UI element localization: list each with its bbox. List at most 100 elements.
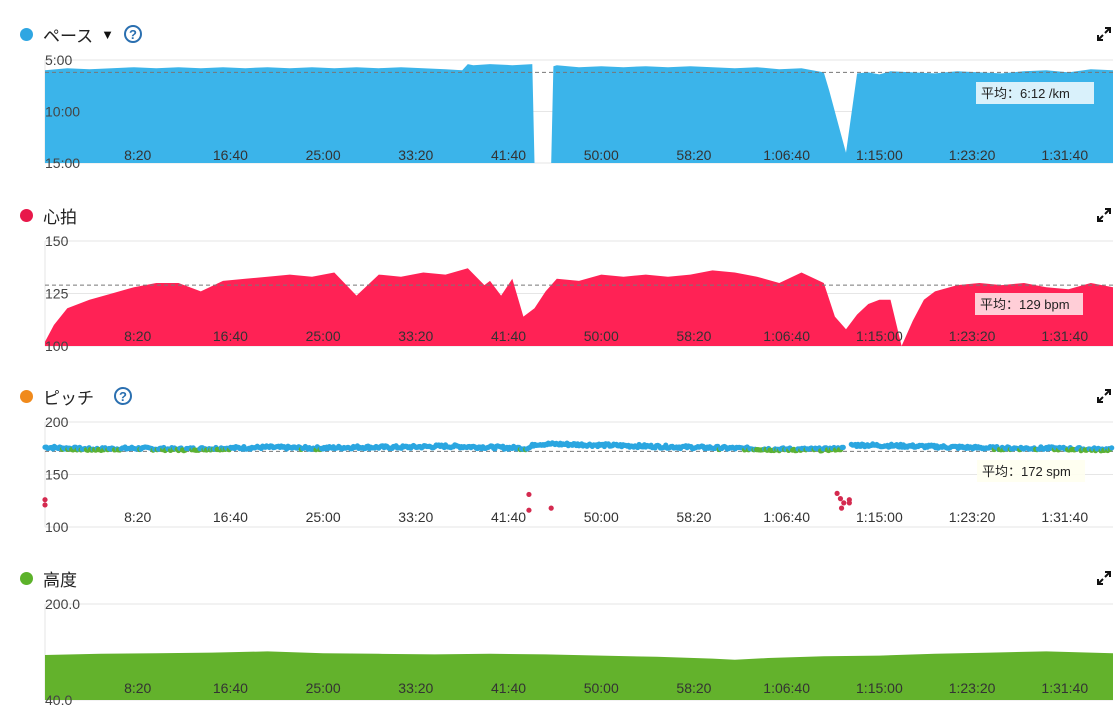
x-tick-label: 41:40 [491,680,526,696]
x-tick-label: 33:20 [398,147,433,163]
y-tick-label: 40.0 [45,692,72,708]
y-tick-label: 200.0 [45,596,80,612]
heart-rate-area [45,268,1113,346]
x-tick-label: 1:31:40 [1041,509,1088,525]
elevation-header: 高度 [20,565,77,591]
x-tick-label: 50:00 [584,328,619,344]
expand-icon[interactable] [1096,207,1112,223]
average-label: 平均：6:12 /km [976,82,1094,104]
heart-rate-title: 心拍 [43,207,77,227]
x-tick-label: 1:31:40 [1041,147,1088,163]
x-tick-label: 8:20 [124,680,151,696]
pace-color-dot [20,27,33,41]
x-tick-label: 1:23:20 [949,147,996,163]
heart-rate-header: 心拍 [20,202,77,228]
average-label-text: 平均：129 bpm [980,297,1070,312]
x-tick-label: 50:00 [584,680,619,696]
x-tick-label: 1:15:00 [856,509,903,525]
x-tick-label: 1:15:00 [856,147,903,163]
y-tick-label: 100 [45,519,69,535]
pace-header: ペース ▼ ? [20,21,143,47]
x-tick-label: 1:06:40 [763,147,810,163]
cadence-outlier-point [526,507,532,513]
x-tick-label: 8:20 [124,147,151,163]
cadence-outlier-point [526,491,532,498]
elevation-area [45,651,1113,700]
caret-down-icon[interactable]: ▼ [101,26,115,42]
y-tick-label: 100 [45,338,69,354]
pace-chart: 平均：6:12 /km 5:00 10:00 15:00 8:20 16:40 25:00 3… [44,52,1113,171]
y-tick-label: 150 [45,233,69,249]
heart-rate-color-dot [20,208,33,222]
x-tick-label: 25:00 [306,328,341,344]
x-tick-label: 1:15:00 [856,680,903,696]
average-label: 平均：129 bpm [975,293,1083,315]
help-icon[interactable]: ? [124,25,143,43]
x-tick-label: 8:20 [124,509,151,525]
cadence-point [1109,445,1115,451]
cadence-chart: 平均：172 spm 200 150 100 8:20 16:40 25:00 33:20 41… [42,414,1115,535]
cadence-header: ピッチ ? [20,383,132,409]
x-tick-label: 33:20 [398,680,433,696]
average-label-box [975,293,1083,315]
expand-icon[interactable] [1096,570,1112,586]
x-tick-label: 16:40 [213,328,248,344]
x-tick-label: 16:40 [213,509,248,525]
pace-area [45,64,1113,163]
x-tick-label: 25:00 [306,509,341,525]
x-tick-label: 58:20 [676,328,711,344]
x-tick-label: 16:40 [213,147,248,163]
x-tick-label: 41:40 [491,509,526,525]
x-tick-label: 58:20 [676,680,711,696]
pace-title[interactable]: ペース [43,26,94,46]
y-tick-label: 200 [45,414,69,430]
elevation-chart: 200.0 40.0 8:20 16:40 25:00 33:20 41:40 50:00 58… [44,596,1113,708]
help-icon[interactable]: ? [114,387,132,405]
average-label-text: 平均：172 spm [982,464,1071,479]
x-tick-label: 25:00 [306,147,341,163]
cadence-outlier-point [841,500,847,506]
y-tick-label: 10:00 [45,104,80,120]
average-label-text: 平均：6:12 /km [981,86,1070,101]
x-tick-label: 1:15:00 [856,328,903,344]
heart-rate-chart: 平均：129 bpm 150 125 100 8:20 16:40 25:00 33:20 41… [44,233,1113,354]
x-tick-label: 1:06:40 [763,509,810,525]
cadence-outlier-point [834,490,840,496]
average-label: 平均：172 spm [977,460,1085,482]
x-tick-label: 1:23:20 [949,328,996,344]
elevation-title: 高度 [43,570,77,590]
x-tick-label: 58:20 [676,509,711,525]
x-tick-label: 8:20 [124,328,151,344]
x-tick-label: 1:31:40 [1041,328,1088,344]
expand-icon[interactable] [1096,388,1112,404]
average-label-box [977,460,1085,482]
cadence-outlier-point [42,497,48,503]
cadence-outlier-point [548,505,554,511]
x-tick-label: 1:23:20 [949,680,996,696]
cadence-outlier-point [837,496,844,502]
y-tick-label: 15:00 [45,155,80,171]
x-tick-label: 58:20 [676,147,711,163]
cadence-color-dot [20,389,33,403]
x-tick-label: 33:20 [398,328,433,344]
x-tick-label: 25:00 [306,680,341,696]
cadence-outlier-point [42,502,48,508]
elevation-color-dot [20,571,33,585]
x-tick-label: 1:06:40 [763,328,810,344]
x-tick-label: 41:40 [491,328,526,344]
x-tick-label: 1:23:20 [949,509,996,525]
cadence-point [840,444,846,450]
x-tick-label: 1:06:40 [763,680,810,696]
x-tick-label: 50:00 [584,509,619,525]
cadence-outlier-point [846,500,852,506]
x-tick-label: 1:31:40 [1041,680,1088,696]
average-label-box [976,82,1094,104]
cadence-title: ピッチ [43,388,94,408]
cadence-outlier-point [838,505,845,511]
y-tick-label: 150 [45,467,69,483]
x-tick-label: 50:00 [584,147,619,163]
expand-icon[interactable] [1096,26,1112,42]
y-tick-label: 5:00 [45,52,72,68]
y-tick-label: 125 [45,286,69,302]
x-tick-label: 41:40 [491,147,526,163]
